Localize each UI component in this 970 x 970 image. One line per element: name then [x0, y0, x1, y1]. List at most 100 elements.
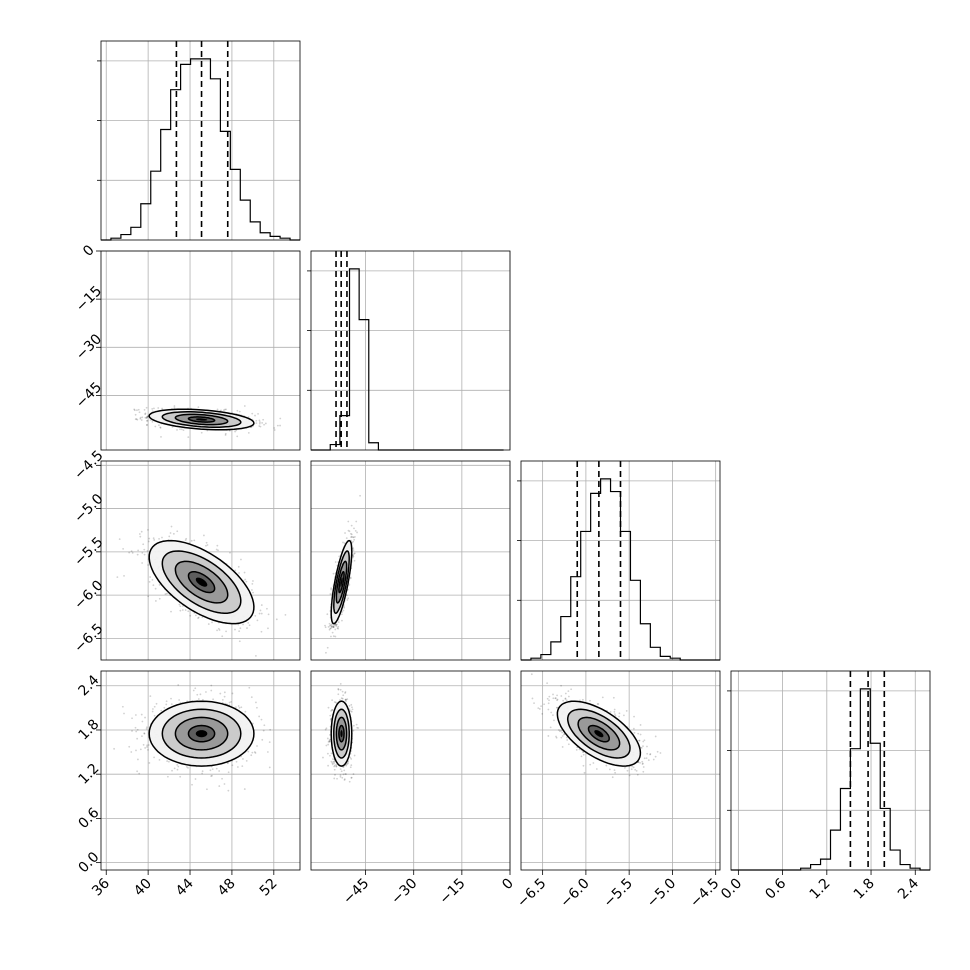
scatter-point [121, 705, 124, 708]
scatter-point [340, 613, 343, 616]
scatter-point [136, 728, 139, 731]
scatter-point [339, 688, 342, 691]
scatter-point [245, 759, 248, 762]
scatter-point [177, 684, 180, 686]
scatter-point [144, 716, 146, 719]
scatter-point [345, 700, 347, 703]
scatter-point [238, 572, 240, 574]
scatter-point [191, 783, 193, 786]
scatter-point [149, 576, 152, 578]
scatter-point [266, 751, 269, 753]
contour-line [333, 708, 350, 759]
scatter-point [217, 549, 219, 552]
scatter-point [350, 535, 353, 538]
scatter-point [136, 418, 139, 421]
scatter-point [131, 717, 133, 720]
scatter-point [197, 698, 200, 700]
scatter-point [330, 752, 333, 755]
scatter-point [352, 536, 355, 539]
scatter-point [231, 764, 234, 767]
scatter-point [582, 753, 585, 756]
scatter-point [123, 574, 125, 577]
histogram-panel-3 [517, 460, 721, 661]
scatter-point [247, 431, 250, 434]
scatter-point [350, 524, 353, 527]
histogram-panel-4 [727, 670, 931, 871]
scatter-point [641, 763, 644, 765]
scatter-point [329, 624, 331, 627]
scatter-point [533, 702, 535, 705]
scatter-point [253, 751, 256, 753]
scatter-point [331, 763, 334, 766]
scatter-point [221, 777, 223, 780]
scatter-point [217, 627, 220, 630]
scatter-point [161, 536, 163, 539]
scatter-point [267, 613, 270, 616]
scatter-point [333, 762, 335, 765]
scatter-point [133, 408, 136, 411]
histogram-steps [101, 58, 300, 241]
scatter-point [332, 758, 334, 760]
panel-frame [310, 670, 511, 871]
scatter-point [147, 564, 149, 566]
scatter-point [341, 776, 344, 779]
scatter-point [348, 530, 351, 533]
scatter-point [177, 765, 180, 768]
scatter-point [250, 754, 253, 757]
scatter-point [248, 686, 251, 689]
scatter-point [342, 541, 344, 544]
scatter-point [143, 408, 146, 411]
scatter-point [176, 530, 179, 533]
scatter-point [141, 551, 144, 554]
scatter-point [146, 419, 148, 422]
scatter-point [139, 748, 142, 751]
scatter-point [218, 770, 221, 772]
scatter-point [327, 740, 330, 743]
scatter-point [537, 707, 540, 710]
scatter-point [157, 407, 160, 409]
density-layer [530, 673, 662, 779]
scatter-point [236, 435, 239, 438]
scatter-point [170, 703, 173, 706]
scatter-point [136, 409, 138, 412]
scatter-point [170, 525, 173, 528]
scatter-point [256, 745, 258, 747]
contour-line [338, 571, 345, 594]
scatter-point [258, 419, 261, 422]
scatter-panel-2-4 [310, 670, 511, 871]
scatter-point [194, 778, 197, 780]
scatter-point [331, 699, 334, 702]
scatter-point [564, 692, 567, 695]
scatter-point [337, 621, 340, 624]
scatter-point [238, 706, 241, 709]
scatter-point [332, 572, 335, 575]
scatter-point [147, 540, 150, 543]
scatter-point [151, 708, 154, 710]
scatter-point [118, 538, 121, 541]
density-layer [133, 405, 282, 439]
scatter-point [194, 614, 197, 617]
scatter-point [173, 407, 176, 409]
scatter-point [146, 549, 149, 552]
scatter-point [352, 547, 355, 550]
scatter-point [345, 537, 348, 539]
scatter-point [552, 697, 555, 700]
panel-frame [310, 460, 511, 661]
scatter-point [197, 406, 200, 408]
scatter-point [247, 750, 250, 753]
scatter-point [331, 762, 334, 764]
scatter-point [614, 713, 616, 716]
scatter-point [328, 628, 331, 631]
scatter-point [633, 715, 635, 718]
scatter-point [336, 777, 338, 780]
scatter-point [182, 429, 185, 432]
scatter-point [160, 435, 162, 438]
density-layer [324, 494, 361, 654]
scatter-point [276, 424, 279, 427]
scatter-point [228, 701, 231, 704]
scatter-point [347, 597, 350, 600]
scatter-point [353, 754, 356, 757]
scatter-panel-1-4 [100, 670, 301, 871]
contour-line [161, 708, 242, 759]
scatter-point [327, 625, 330, 628]
